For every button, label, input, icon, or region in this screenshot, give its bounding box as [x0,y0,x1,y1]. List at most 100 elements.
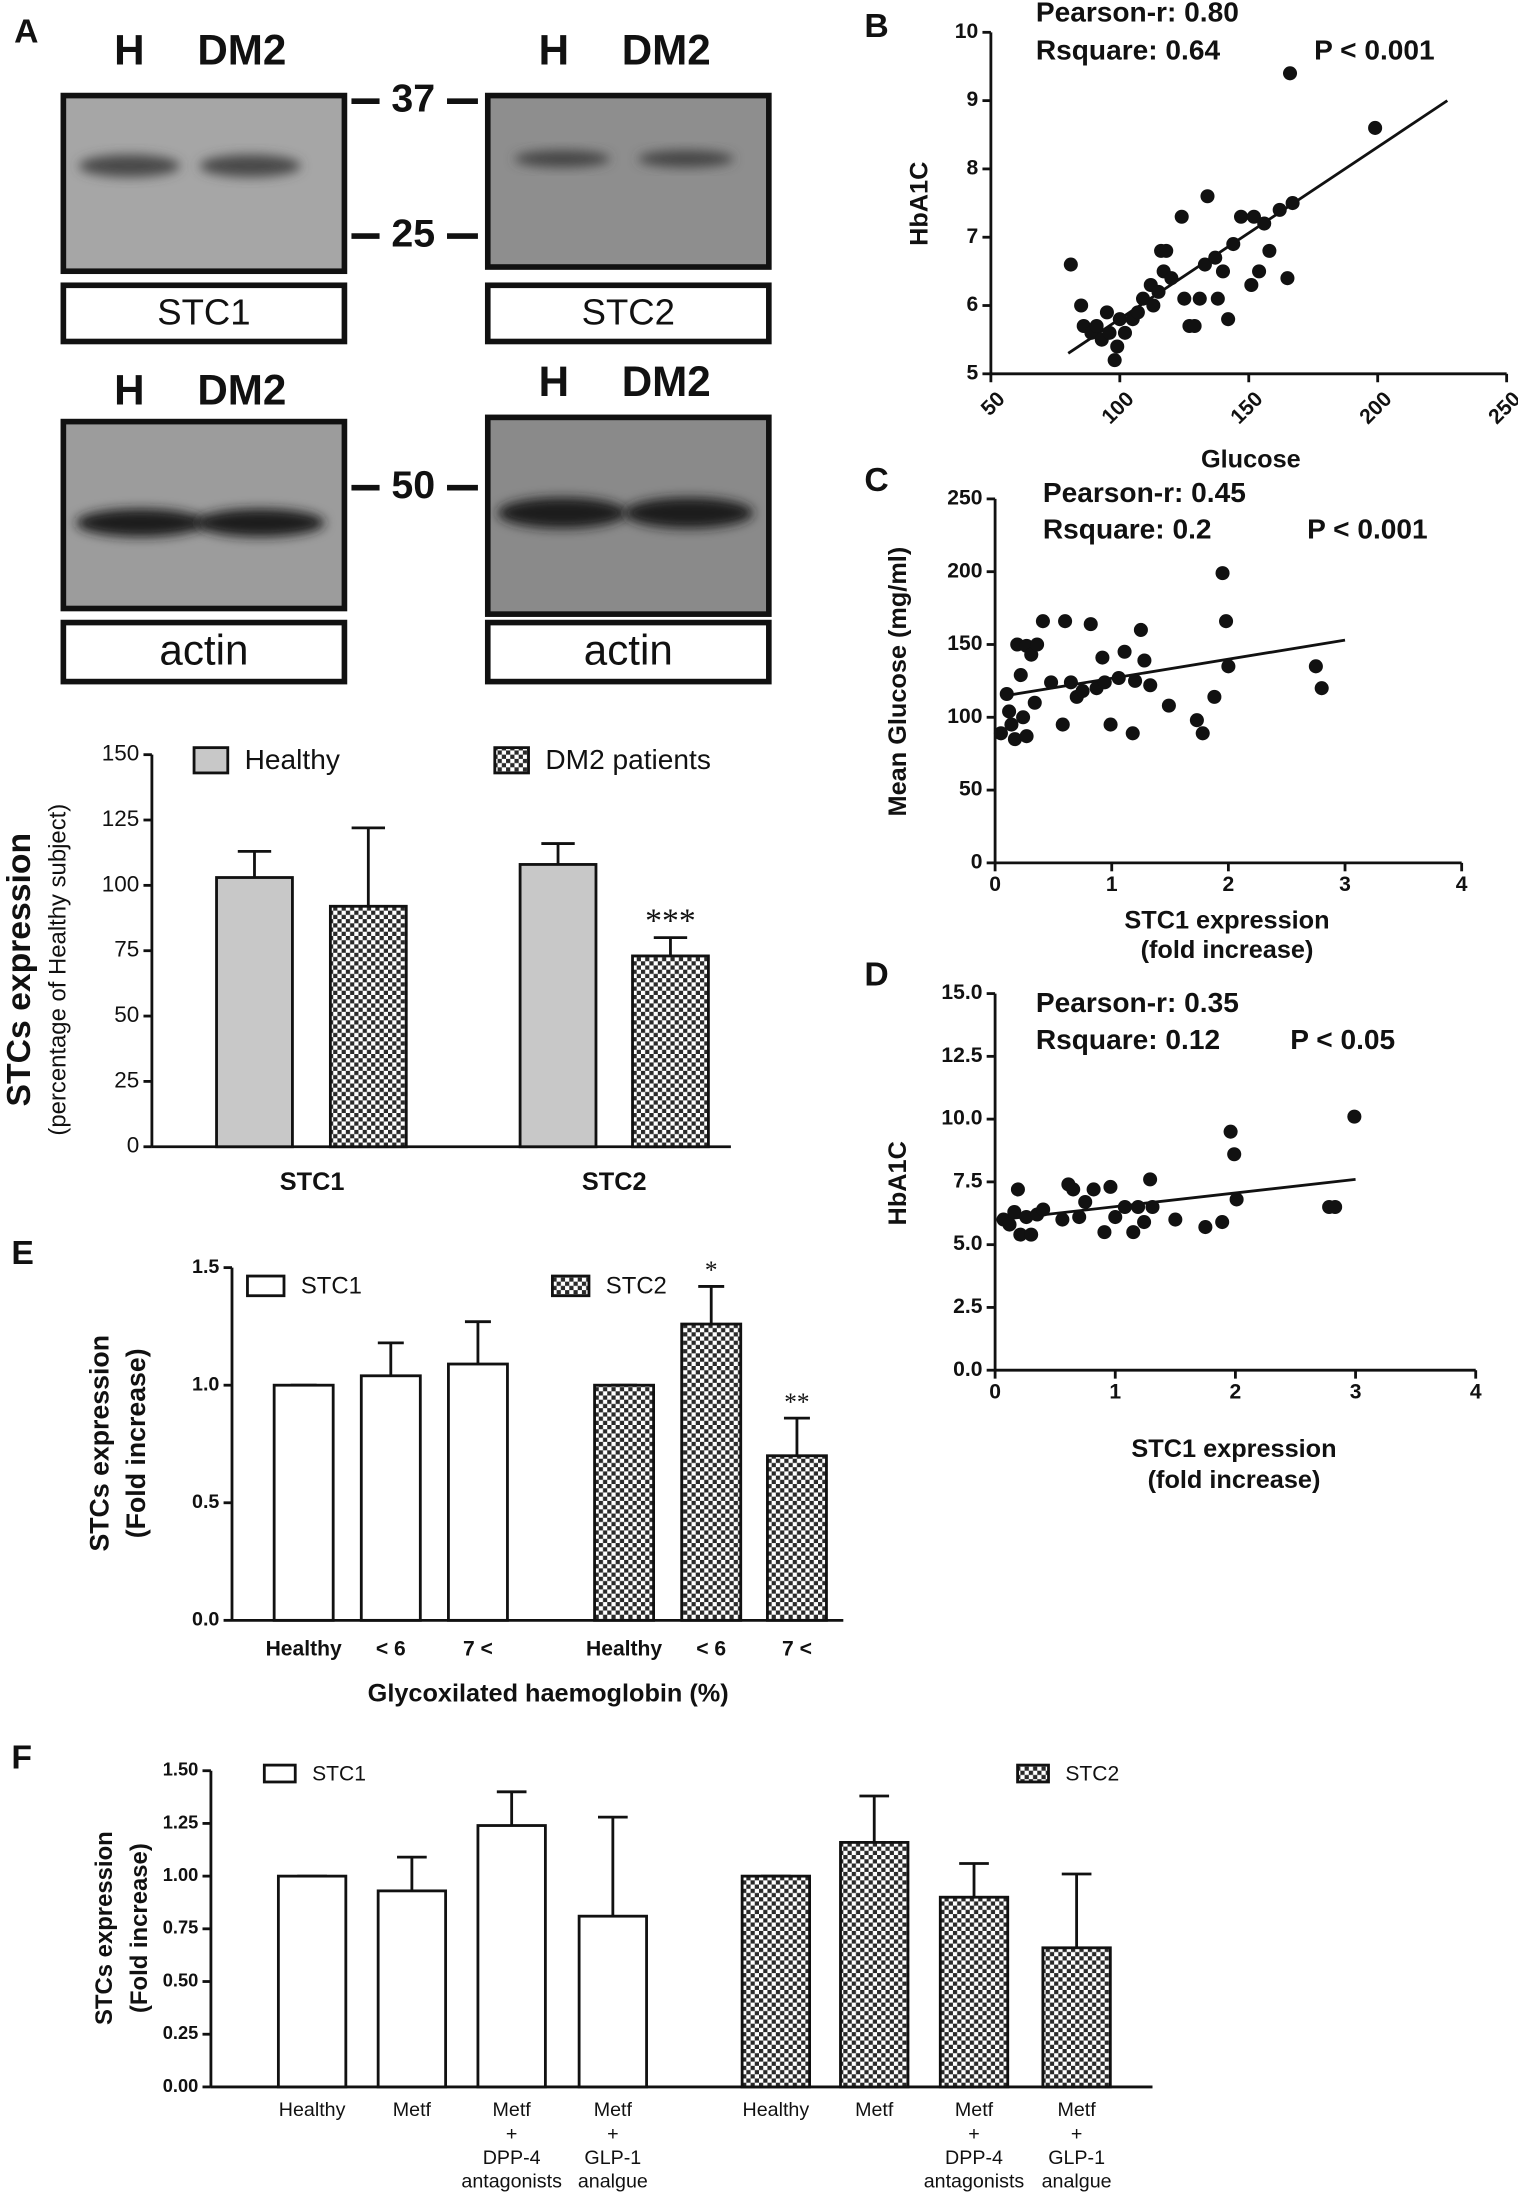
y-axis-label: STCs expression [91,1831,118,2025]
annotation: Pearson-r: 0.80 [1036,0,1239,27]
point [1187,318,1202,334]
point [1103,717,1118,732]
blot-label-box [484,619,772,685]
x-tick-label: 2 [1223,873,1235,896]
point [1126,1225,1141,1240]
blot-label: actin [584,627,673,674]
y-tick-label: 0.00 [163,2075,199,2096]
point [1130,305,1145,320]
y-tick-label: 100 [102,871,140,896]
panel-letter: E [11,1234,34,1272]
x-tick-label: DPP-4 [483,2147,541,2169]
point [1066,1182,1081,1197]
point [1002,704,1017,719]
x-tick-label: + [607,2123,618,2145]
lane-label: H [114,367,144,414]
bar [476,1824,547,2089]
point [1227,1147,1242,1162]
point [1036,1202,1051,1217]
blot-band [195,508,325,537]
point [1055,1212,1070,1227]
blot-panel [484,92,772,270]
point [1095,650,1110,665]
x-tick-label: Metf [594,2099,633,2121]
x-tick-label: GLP-1 [584,2147,641,2169]
x-tick-label: analgue [578,2171,648,2193]
y-axis-label: HbA1C [905,162,933,246]
point [1004,717,1019,732]
y-tick-label: 150 [102,741,140,766]
bar [215,876,294,1149]
legend-label: DM2 patients [545,744,711,775]
point [1198,1220,1213,1235]
point [1223,1124,1238,1139]
y-tick-label: 8 [966,156,978,179]
y-axis-label: (percentage of Healthy subject) [44,804,71,1136]
y-tick-label: 10.0 [941,1107,982,1130]
blot-band [497,497,627,529]
y-axis-label: STCs expression [0,833,38,1107]
annotation: Pearson-r: 0.45 [1043,477,1246,508]
point [1044,675,1059,690]
y-tick-label: 1.0 [192,1373,219,1395]
legend-swatch [246,1274,286,1298]
y-tick-label: 200 [947,559,982,582]
point [1007,1204,1022,1220]
point [1285,196,1300,211]
point [1252,264,1267,279]
point [1280,271,1295,286]
point [1347,1109,1362,1124]
point [1030,637,1045,652]
point [1207,689,1222,704]
y-axis-label: (Fold increase) [121,1348,151,1538]
y-tick-label: 6 [966,293,978,316]
point [1177,291,1192,306]
y-tick-label: 25 [114,1067,139,1092]
x-tick-label: GLP-1 [1048,2147,1105,2169]
x-tick-label: Metf [393,2099,432,2121]
error-bar [496,1790,527,1826]
x-axis-label: (fold increase) [1148,1466,1321,1494]
point [1272,202,1287,217]
point [1168,1212,1183,1227]
point [1197,257,1212,272]
bar [631,954,710,1149]
point [1219,614,1234,629]
y-tick-label: 0.0 [192,1609,219,1631]
y-tick-label: 7.5 [953,1169,983,1192]
point [1221,659,1236,674]
panel-letter: F [11,1738,32,1776]
blot-band [78,154,181,178]
point [1013,1227,1028,1242]
legend-swatch [1016,1763,1050,1784]
x-tick-label: < 6 [696,1637,726,1660]
panel-letter: C [864,461,888,499]
point [1019,1210,1034,1225]
point [1007,732,1022,747]
blot-band [199,154,301,178]
point [1215,566,1230,581]
bar [447,1362,509,1622]
bar [577,1914,648,2089]
y-tick-label: 10 [955,20,978,43]
y-tick-label: 1.00 [163,1864,199,1885]
x-tick-label: 7 < [463,1637,493,1660]
y-tick-label: 0 [971,850,983,873]
x-tick-label: 0 [989,1380,1001,1403]
y-tick-label: 75 [114,937,139,962]
lane-label: DM2 [622,27,711,74]
error-bar [377,1341,404,1376]
point [1229,1192,1244,1207]
blot-panel [60,92,348,275]
x-tick-label: < 6 [376,1637,406,1660]
error-bar [859,1794,890,1843]
bar [276,1874,348,2089]
point [1063,675,1078,690]
panel-letter: A [14,13,38,51]
legend-label: STC2 [1065,1763,1119,1786]
point [1055,717,1070,732]
point [1078,1194,1093,1210]
point [1117,1199,1132,1215]
bar [839,1840,910,2089]
